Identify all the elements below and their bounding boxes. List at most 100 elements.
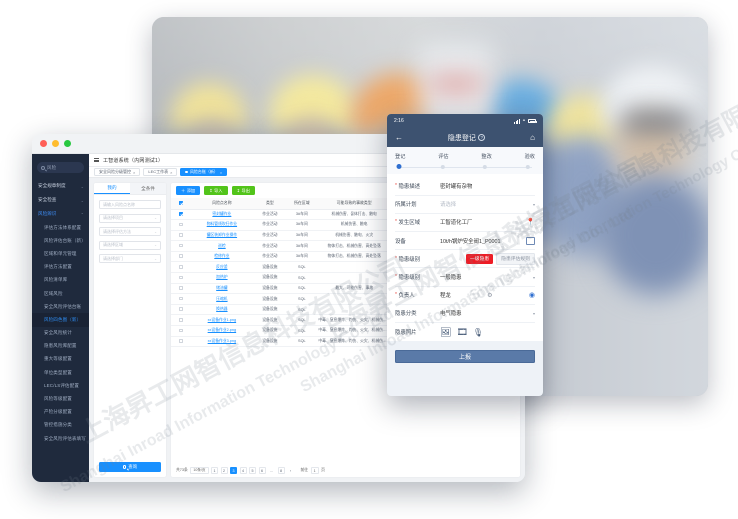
- sidebar-item-3[interactable]: 评估方法配置: [32, 261, 89, 274]
- sidebar-item-2[interactable]: 区域和单元管理: [32, 247, 89, 260]
- row-checkbox-cell[interactable]: [171, 314, 192, 327]
- area-input[interactable]: 工智道化工厂 📍: [440, 218, 535, 226]
- cell-name[interactable]: 储油罐: [191, 283, 253, 295]
- row-checkbox-cell[interactable]: [171, 283, 192, 295]
- row-checkbox[interactable]: [179, 296, 183, 301]
- close-icon[interactable]: ×: [133, 169, 136, 175]
- row-checkbox-cell[interactable]: [171, 336, 192, 348]
- cell-name[interactable]: 加热炉: [191, 272, 253, 284]
- page-button-1[interactable]: 1: [211, 467, 219, 474]
- page-size-select[interactable]: 10条/页: [190, 467, 209, 474]
- goto-input[interactable]: 1: [310, 467, 319, 474]
- filter-project-select[interactable]: 请选择项目 ⌄: [99, 213, 161, 223]
- image-upload-icon[interactable]: 🖼: [440, 326, 452, 337]
- sidebar-item-6[interactable]: 安全风险评估台账: [32, 300, 89, 313]
- filter-risk-name-input[interactable]: 请输入风险点名称: [99, 200, 161, 209]
- row-checkbox[interactable]: [179, 275, 183, 280]
- tab-lec-worksheet[interactable]: LEC工作表 ×: [143, 168, 178, 176]
- row-checkbox[interactable]: [179, 264, 183, 269]
- question-circle-icon[interactable]: ?: [478, 134, 486, 141]
- chip-assessment-rule[interactable]: 隐患评估规则: [496, 252, 535, 265]
- window-maximize-button[interactable]: [64, 140, 71, 147]
- filter-department-select[interactable]: 请选择部门 ⌄: [99, 254, 161, 263]
- step-label-1[interactable]: 评估: [438, 154, 449, 160]
- submit-button[interactable]: 上报: [395, 350, 535, 364]
- page-button-5[interactable]: 5: [249, 467, 257, 474]
- form-row-category[interactable]: 隐患分类 电气隐患 ▾: [395, 305, 535, 323]
- filter-tab-conditions[interactable]: 全条件: [130, 183, 166, 194]
- form-row-hazard-level-chips[interactable]: * 隐患级别 一级隐患 隐患评估规则: [395, 250, 535, 269]
- close-icon[interactable]: ×: [219, 169, 223, 175]
- sidebar-item-13[interactable]: 风险等级配置: [32, 392, 89, 405]
- owner-input[interactable]: 程龙 ⚙ ◉: [440, 291, 535, 299]
- sidebar-item-1[interactable]: 风险评估台账（新）: [32, 234, 89, 247]
- export-button[interactable]: ↧ 导出: [231, 186, 255, 195]
- step-label-2[interactable]: 整改: [481, 154, 492, 160]
- row-checkbox-cell[interactable]: [171, 261, 192, 274]
- row-checkbox[interactable]: [179, 222, 183, 227]
- form-row-hazard-description[interactable]: * 隐患描述 密封罐有杂物: [395, 178, 535, 196]
- add-button[interactable]: ＋ 添加: [176, 186, 201, 195]
- sidebar-item-9[interactable]: 隐患风险库配置: [32, 340, 89, 353]
- sidebar-item-7-selected[interactable]: 风险四色图（新）: [32, 313, 89, 327]
- hazard-description-input[interactable]: 密封罐有杂物: [440, 182, 535, 190]
- hazard-level-select[interactable]: 一般隐患 ▾: [440, 273, 535, 282]
- cell-name[interactable]: 物料管线吹扫作业: [191, 219, 253, 231]
- row-checkbox[interactable]: [179, 286, 183, 290]
- window-minimize-button[interactable]: [52, 140, 59, 147]
- page-button-4[interactable]: 4: [239, 467, 247, 474]
- sidebar-item-12[interactable]: LEC/LS评估配置: [32, 379, 89, 392]
- stepper-node-0-active[interactable]: [396, 164, 402, 170]
- home-icon[interactable]: ⌂: [530, 133, 535, 142]
- form-row-photos[interactable]: 隐患照片 🖼 🎞 🎙: [395, 323, 535, 341]
- filter-tab-mine[interactable]: 我的: [94, 183, 130, 194]
- cell-name[interactable]: 换热器: [191, 304, 253, 316]
- sidebar-group-inspection[interactable]: 安全检查 ⌄: [32, 193, 89, 207]
- row-checkbox[interactable]: [179, 339, 183, 343]
- step-label-3[interactable]: 验收: [524, 154, 535, 160]
- tab-risk-grading[interactable]: 安全风险分级管控 ×: [94, 168, 141, 176]
- page-button-2[interactable]: 2: [220, 467, 228, 474]
- import-button[interactable]: ↥ 导入: [204, 186, 228, 195]
- search-button[interactable]: 查询: [99, 462, 161, 472]
- plan-select[interactable]: 请选择 ▾: [440, 200, 535, 209]
- category-select[interactable]: 电气隐患 ▾: [440, 309, 535, 318]
- row-checkbox[interactable]: [179, 212, 183, 216]
- cell-name[interactable]: 密封罐作业: [191, 209, 253, 221]
- stepper-node-2[interactable]: [482, 164, 487, 169]
- stepper-node-1[interactable]: [440, 164, 445, 169]
- form-row-area[interactable]: * 发生区域 工智道化工厂 📍: [395, 214, 535, 233]
- sidebar-item-10[interactable]: 重大等级配置: [32, 353, 89, 366]
- sidebar-search-input[interactable]: 风险: [37, 162, 84, 173]
- hamburger-icon[interactable]: [94, 157, 99, 163]
- cell-name[interactable]: 检修作业: [191, 251, 253, 263]
- select-all-checkbox[interactable]: [179, 201, 183, 205]
- row-checkbox-cell[interactable]: [171, 293, 192, 305]
- row-checkbox[interactable]: [179, 328, 183, 333]
- form-row-plan[interactable]: 所属计划 请选择 ▾: [395, 196, 535, 214]
- user-circle-icon[interactable]: ◉: [528, 292, 535, 300]
- sidebar-item-15[interactable]: 管控措施分类: [32, 419, 89, 432]
- cell-name[interactable]: 压缩机: [191, 293, 253, 305]
- sidebar-item-14[interactable]: 产险分级配置: [32, 406, 89, 419]
- scan-icon[interactable]: [526, 236, 535, 245]
- close-icon[interactable]: ×: [170, 169, 173, 175]
- video-upload-icon[interactable]: 🎞: [456, 326, 468, 337]
- sidebar-item-5[interactable]: 区域风险: [32, 287, 89, 300]
- filter-area-select[interactable]: 请选择区域 ⌄: [99, 240, 161, 250]
- row-checkbox-cell[interactable]: [171, 272, 192, 284]
- page-button-3-active[interactable]: 3: [230, 467, 238, 474]
- form-row-owner[interactable]: * 负责人 程龙 ⚙ ◉: [395, 287, 535, 305]
- sidebar-group-risk-identification[interactable]: 风险辨识 ⌃: [32, 207, 89, 221]
- tab-risk-ledger-active[interactable]: 风险台账（新） ×: [180, 168, 228, 176]
- page-button-6[interactable]: 6: [258, 467, 266, 474]
- audio-record-icon[interactable]: 🎙: [472, 327, 484, 337]
- row-checkbox[interactable]: [179, 243, 183, 248]
- back-arrow-icon[interactable]: ←: [395, 132, 403, 142]
- gear-icon[interactable]: ⚙: [487, 292, 493, 299]
- sidebar-item-8[interactable]: 安全风险统计: [32, 327, 89, 340]
- sidebar-item-16[interactable]: 安全风险评估表填写: [32, 432, 89, 445]
- step-label-0[interactable]: 登记: [395, 154, 406, 160]
- cell-name[interactable]: xx设备作业1.png: [191, 314, 253, 327]
- map-pin-icon[interactable]: 📍: [526, 219, 535, 227]
